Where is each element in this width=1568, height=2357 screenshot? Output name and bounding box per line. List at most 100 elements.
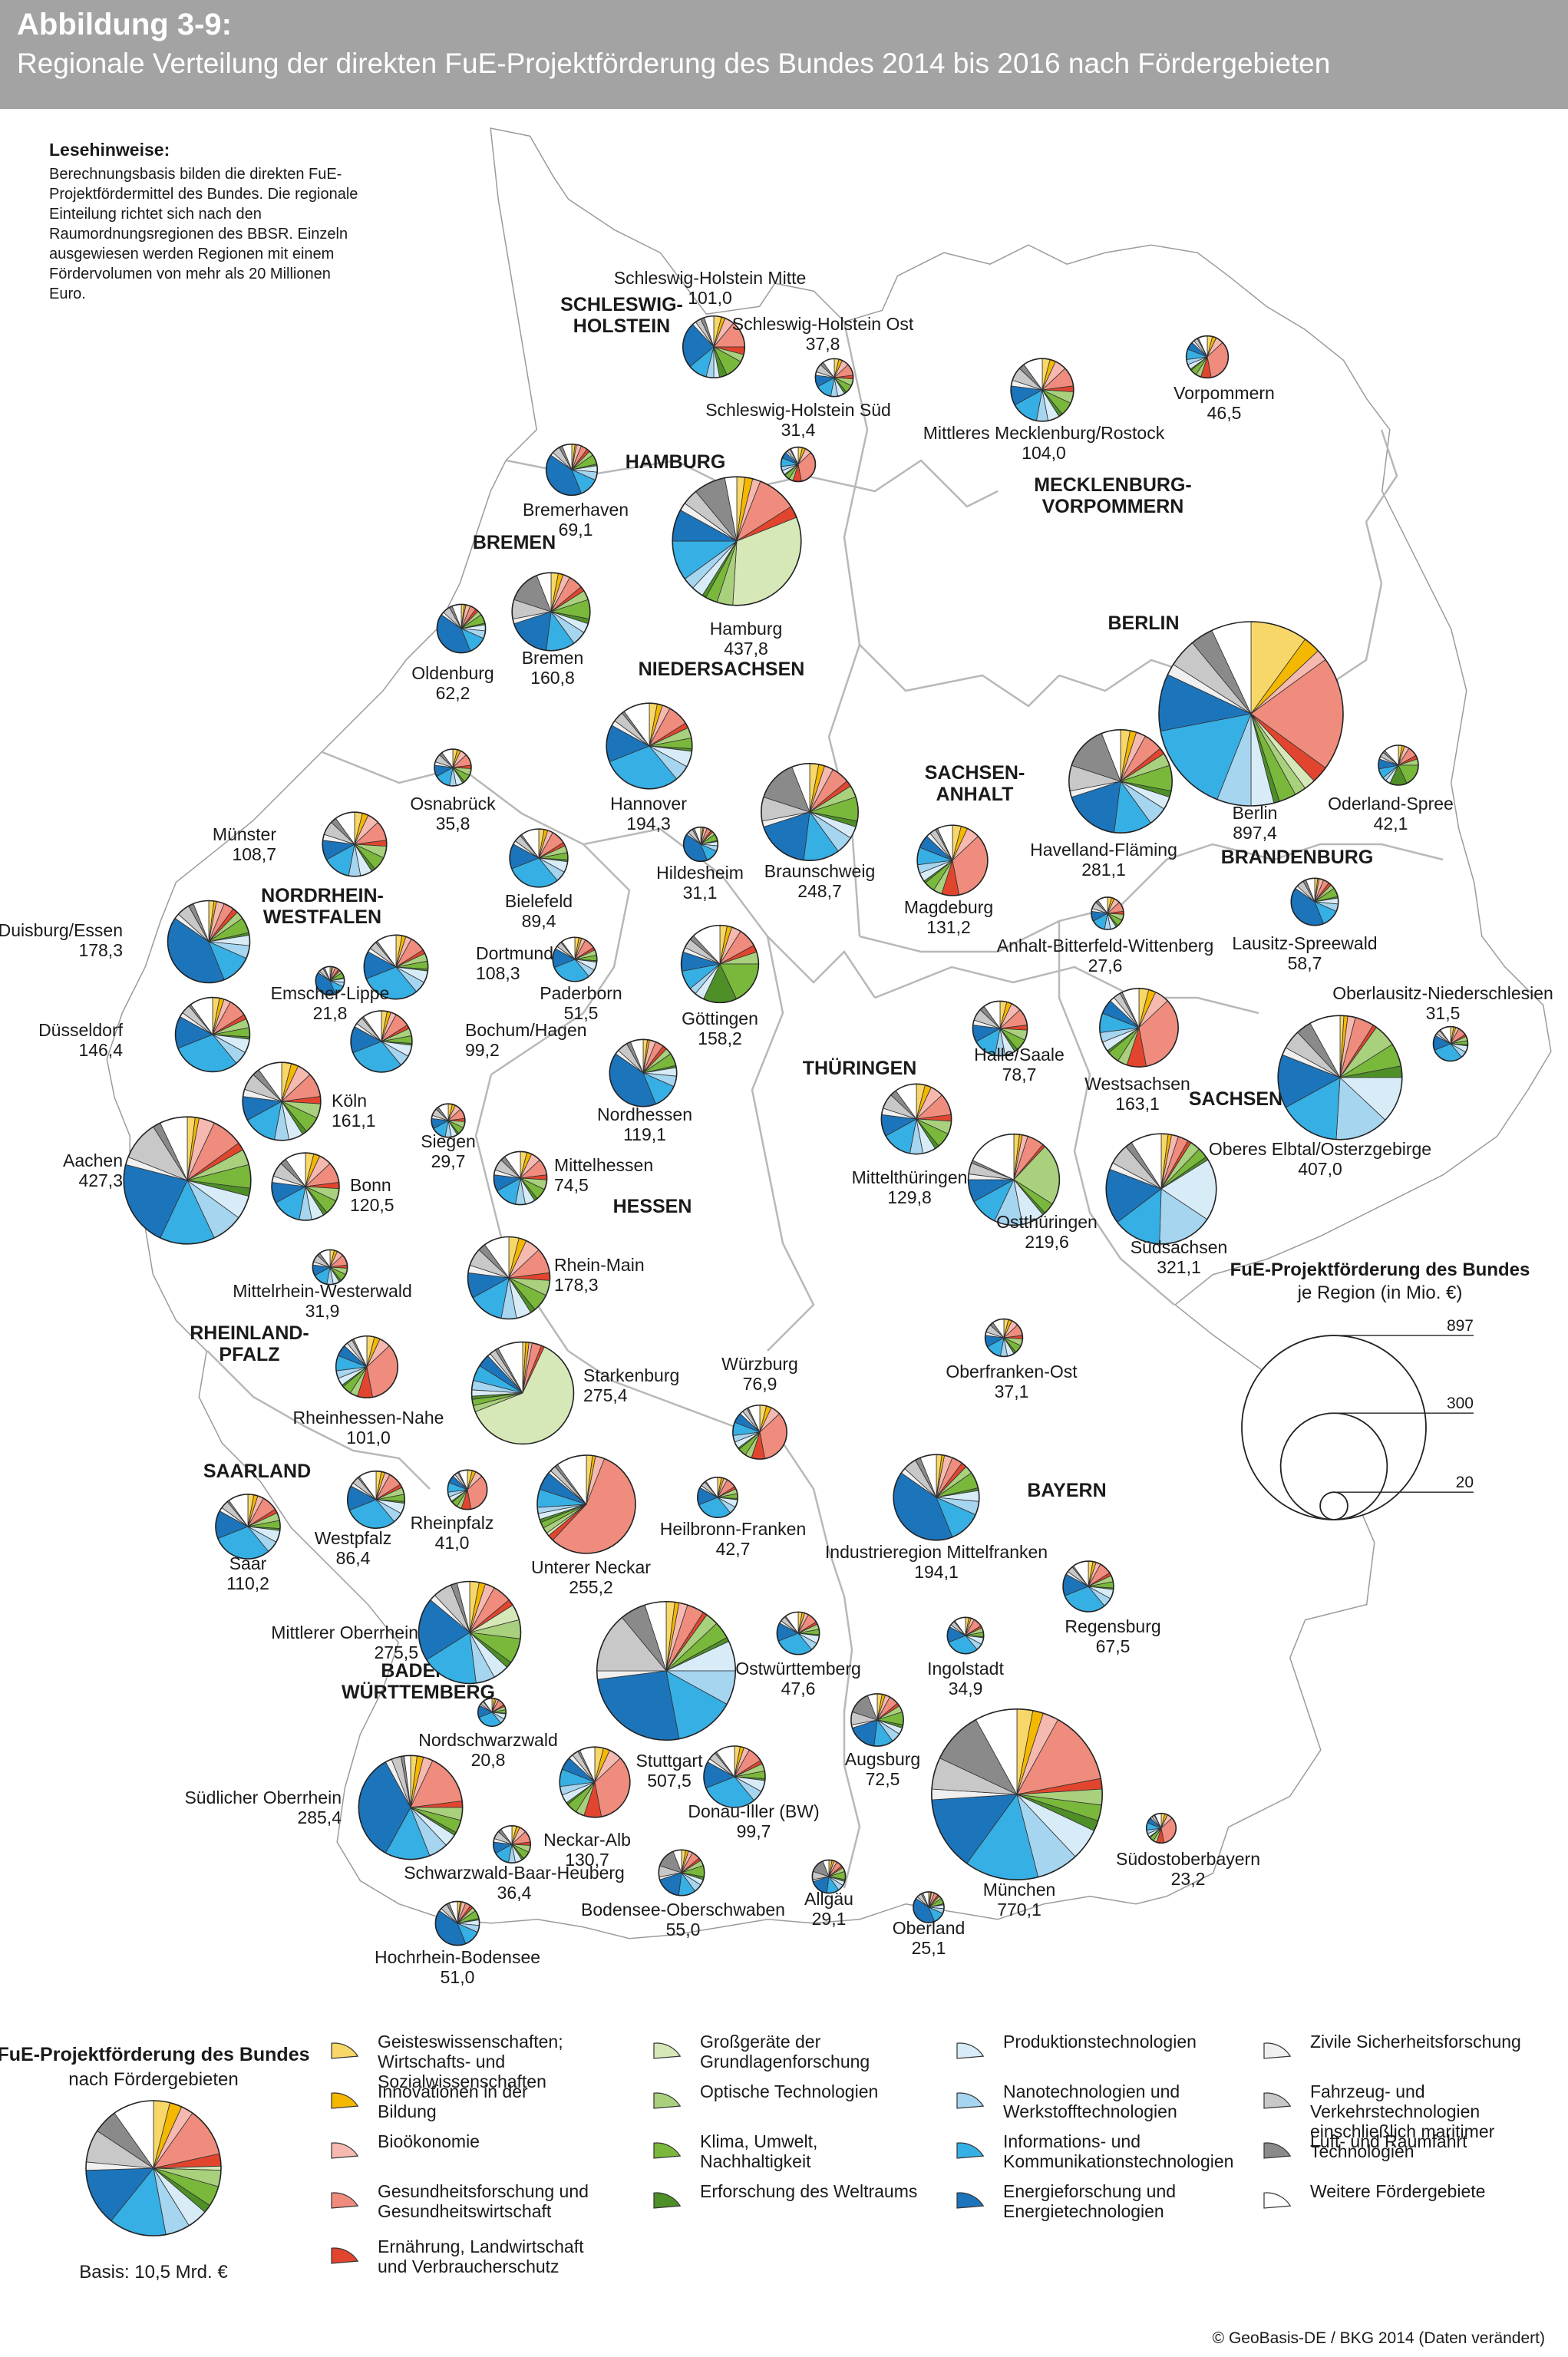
region-pie <box>1378 744 1419 786</box>
region-name: Mittelhessen <box>554 1155 653 1175</box>
region-value: 321,1 <box>1157 1257 1201 1277</box>
region-value: 31,5 <box>1426 1003 1461 1023</box>
reading-notes: Lesehinweise: Berechnungsbasis bilden di… <box>49 140 371 304</box>
region-pie <box>467 1236 551 1320</box>
legend-label: Produktionstechnologien <box>1003 2032 1197 2052</box>
region-value: 20,8 <box>471 1750 506 1770</box>
region-name: Osnabrück <box>410 794 496 814</box>
state-label: BERLIN <box>1108 612 1179 634</box>
pie-outline <box>545 443 599 497</box>
pie-outline <box>509 828 569 888</box>
pie-outline <box>350 1010 413 1073</box>
legend-swatch <box>956 2042 985 2059</box>
region-name: Würzburg <box>721 1354 798 1374</box>
region-pie <box>916 824 989 896</box>
region-value: 160,8 <box>530 668 575 688</box>
legend-swatch <box>956 2142 985 2159</box>
state-label: BAYERN <box>1027 1480 1106 1501</box>
region-value: 219,6 <box>1025 1232 1069 1252</box>
state-border <box>1058 921 1175 1306</box>
region-name: Augsburg <box>845 1749 920 1769</box>
region-value: 178,3 <box>554 1275 599 1295</box>
pie-outline <box>322 811 388 877</box>
region-value: 281,1 <box>1081 860 1126 880</box>
state-label: BRANDENBURG <box>1221 847 1374 868</box>
notes-title: Lesehinweise: <box>49 140 170 160</box>
region-pie <box>1068 729 1173 834</box>
state-border <box>751 936 815 1352</box>
region-name: Duisburg/Essen <box>0 920 123 940</box>
region-value: 23,2 <box>1171 1869 1206 1889</box>
pie-outline <box>1145 1812 1177 1844</box>
region-value: 29,1 <box>812 1909 847 1929</box>
pie-outline <box>467 1236 551 1320</box>
legend-label: Optische Technologien <box>700 2081 878 2101</box>
region-value: 25,1 <box>912 1938 946 1958</box>
legend-swatch <box>1263 2142 1292 2159</box>
pie-outline <box>811 1859 847 1894</box>
region-value: 104,0 <box>1022 443 1066 463</box>
region-pie <box>658 1849 705 1896</box>
region-pie <box>850 1693 904 1747</box>
region-value: 78,7 <box>1002 1065 1037 1084</box>
region-value: 285,4 <box>297 1807 342 1827</box>
region-value: 37,8 <box>806 334 840 354</box>
region-value: 120,5 <box>350 1195 394 1215</box>
region-value: 31,4 <box>781 420 816 440</box>
overall-legend-title: FuE-Projektförderung des Bundes <box>0 2044 309 2065</box>
state-label: RHEINLAND-PFALZ <box>190 1322 309 1365</box>
pie-outline <box>776 1611 820 1656</box>
region-pie <box>447 1469 488 1510</box>
region-name: Oberlausitz-Niederschlesien <box>1332 983 1553 1003</box>
region-value: 89,4 <box>522 911 556 931</box>
region-name: Starkenburg <box>583 1365 679 1385</box>
region-name: Bochum/Hagen <box>465 1020 587 1040</box>
region-pie <box>946 1616 985 1655</box>
region-name: Ingolstadt <box>927 1659 1004 1679</box>
state-label: MECKLENBURG-VORPOMMERN <box>1034 474 1192 517</box>
region-pie <box>123 1116 252 1245</box>
region-value: 131,2 <box>926 917 971 937</box>
region-name: Oberes Elbtal/Osterzgebirge <box>1209 1139 1431 1159</box>
state-border <box>567 1349 861 1889</box>
legend-swatch <box>331 2092 359 2109</box>
legend-swatch <box>1263 2192 1292 2209</box>
region-pie <box>346 1470 406 1530</box>
region-value: 507,5 <box>647 1771 692 1791</box>
region-value: 407,0 <box>1298 1159 1342 1179</box>
region-name: Dortmund <box>476 943 553 963</box>
region-pie <box>493 1150 548 1206</box>
overall-pie <box>85 2100 222 2237</box>
region-value: 129,8 <box>887 1187 932 1207</box>
region-value: 108,3 <box>476 963 520 983</box>
overall-legend-basis: Basis: 10,5 Mrd. € <box>79 2262 228 2283</box>
region-value: 163,1 <box>1115 1094 1160 1114</box>
region-pie <box>732 1405 787 1460</box>
region-pie <box>552 936 598 982</box>
region-value: 72,5 <box>866 1769 900 1789</box>
region-pie <box>972 1000 1028 1057</box>
region-value: 275,5 <box>374 1642 418 1662</box>
region-pie <box>477 1697 507 1728</box>
legend-label: Erforschung des Weltraums <box>700 2181 917 2201</box>
pie-outline <box>972 1000 1028 1057</box>
region-pie <box>1105 1133 1217 1245</box>
region-pie <box>776 1611 820 1656</box>
legend-label: Energieforschung und Energietechnologien <box>1003 2181 1176 2221</box>
region-value: 74,5 <box>554 1175 589 1195</box>
pie-outline <box>984 1318 1024 1358</box>
region-name: Münster <box>213 824 276 844</box>
pie-outline <box>814 358 854 398</box>
region-value: 41,0 <box>435 1533 470 1553</box>
region-name: Göttingen <box>682 1008 758 1028</box>
region-value: 897,4 <box>1233 823 1277 843</box>
pie-outline <box>167 900 251 984</box>
pie-outline <box>1062 1560 1114 1613</box>
region-value: 119,1 <box>623 1124 666 1144</box>
region-value: 146,4 <box>78 1040 123 1060</box>
legend-swatch <box>1263 2092 1292 2109</box>
region-name: Oberfranken-Ost <box>946 1362 1078 1382</box>
pie-outline <box>536 1454 636 1554</box>
region-name: Hannover <box>610 794 687 814</box>
region-value: 58,7 <box>1288 953 1322 973</box>
